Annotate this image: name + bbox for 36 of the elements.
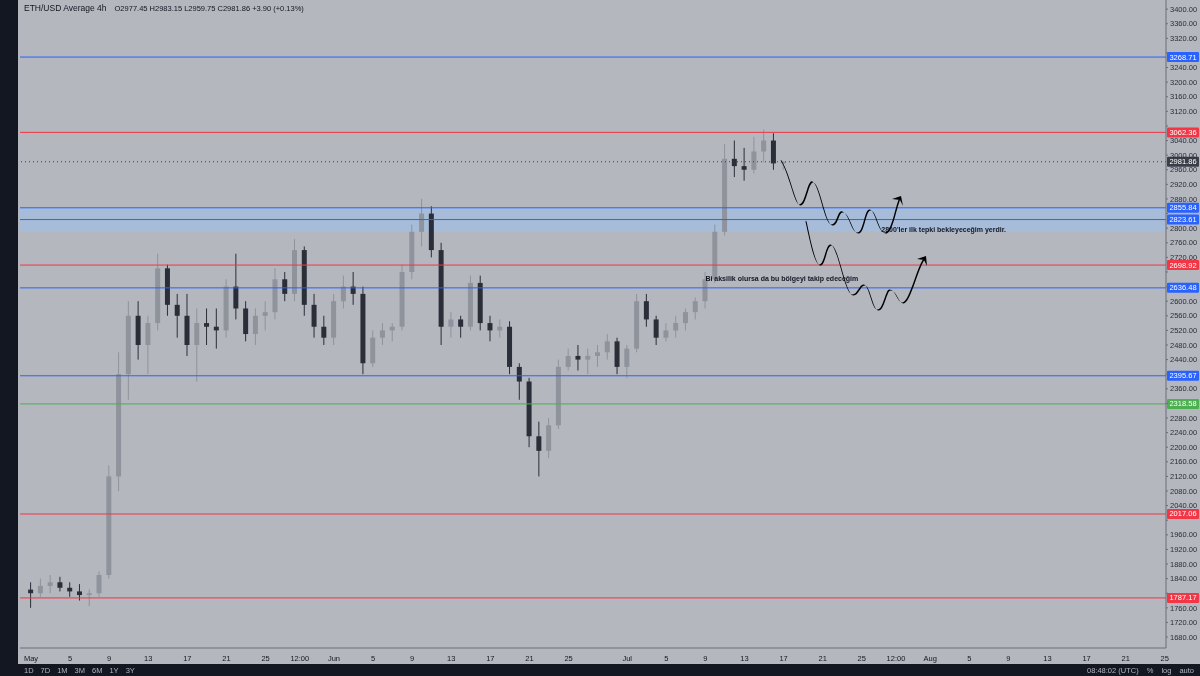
candlestick (262, 300, 268, 331)
candlestick (379, 322, 385, 346)
candlestick (692, 297, 698, 320)
candlestick (604, 333, 610, 361)
candlestick (643, 293, 649, 328)
candlestick (653, 315, 659, 346)
candlestick (96, 570, 102, 598)
candlestick (595, 344, 600, 368)
candlestick (194, 307, 200, 382)
candlestick (741, 147, 747, 182)
candlestick (770, 132, 776, 171)
candlestick (145, 315, 151, 375)
candlestick (565, 348, 571, 372)
candlestick (731, 140, 737, 178)
candlestick (174, 293, 180, 339)
candlestick (624, 344, 630, 379)
candlestick (663, 322, 669, 342)
candlestick (458, 315, 464, 339)
chart-title: ETH/USD Average 4h (24, 3, 107, 13)
candlestick (536, 421, 542, 477)
candlestick (204, 307, 210, 346)
candlestick (487, 315, 493, 342)
candlestick (37, 578, 43, 598)
candlestick (585, 348, 591, 375)
candlestick (419, 198, 425, 247)
candlestick (448, 311, 454, 339)
candlestick (673, 315, 679, 339)
candlestick (57, 576, 63, 592)
candlestick (252, 307, 258, 346)
candlestick (751, 136, 757, 174)
candlestick (321, 315, 327, 346)
candlestick (682, 307, 688, 331)
candlestick (761, 129, 767, 163)
candlestick (575, 344, 581, 372)
candlestick (311, 293, 317, 339)
candlestick (47, 574, 53, 594)
